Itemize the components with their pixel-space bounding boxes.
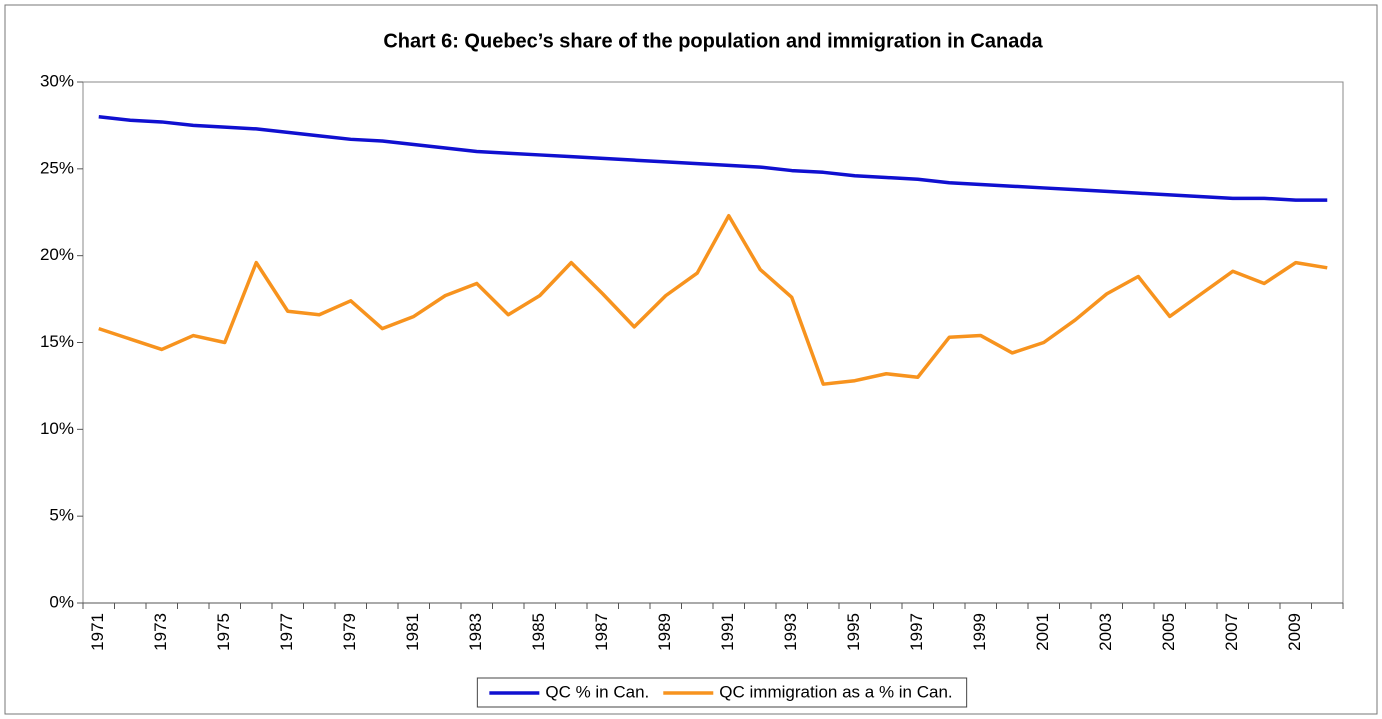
x-tick-label: 2005	[1159, 613, 1178, 651]
x-tick-label: 1973	[151, 613, 170, 651]
x-tick-label: 1987	[592, 613, 611, 651]
x-tick-label: 2001	[1033, 613, 1052, 651]
x-tick-label: 1995	[844, 613, 863, 651]
legend-label: QC immigration as a % in Can.	[719, 682, 952, 701]
x-tick-label: 1983	[466, 613, 485, 651]
y-tick-label: 20%	[40, 245, 74, 264]
series-line	[98, 213, 1328, 386]
x-tick-label: 1985	[529, 613, 548, 651]
x-tick-label: 1971	[88, 613, 107, 651]
x-tick-label: 1991	[718, 613, 737, 651]
x-tick-label: 1979	[340, 613, 359, 651]
x-tick-label: 2003	[1096, 613, 1115, 651]
x-tick-label: 1981	[403, 613, 422, 651]
x-tick-label: 1993	[781, 613, 800, 651]
x-tick-label: 2009	[1285, 613, 1304, 651]
chart-title: Chart 6: Quebec’s share of the populatio…	[383, 30, 1043, 52]
x-tick-label: 1999	[970, 613, 989, 651]
y-tick-label: 10%	[40, 419, 74, 438]
x-tick-label: 1997	[907, 613, 926, 651]
series-line	[98, 114, 1328, 202]
y-tick-label: 0%	[49, 592, 74, 611]
legend: QC % in Can. QC immigration as a % in Can…	[476, 677, 968, 708]
plot-area	[82, 81, 1344, 604]
y-tick-label: 30%	[40, 71, 74, 90]
y-tick-label: 25%	[40, 158, 74, 177]
x-tick-label: 1975	[214, 613, 233, 651]
x-tick-label: 1989	[655, 613, 674, 651]
y-tick-label: 15%	[40, 332, 74, 351]
legend-box	[476, 677, 968, 708]
y-tick-label: 5%	[49, 506, 74, 525]
legend-label: QC % in Can.	[545, 682, 649, 701]
x-tick-label: 1977	[277, 613, 296, 651]
x-tick-label: 2007	[1222, 613, 1241, 651]
